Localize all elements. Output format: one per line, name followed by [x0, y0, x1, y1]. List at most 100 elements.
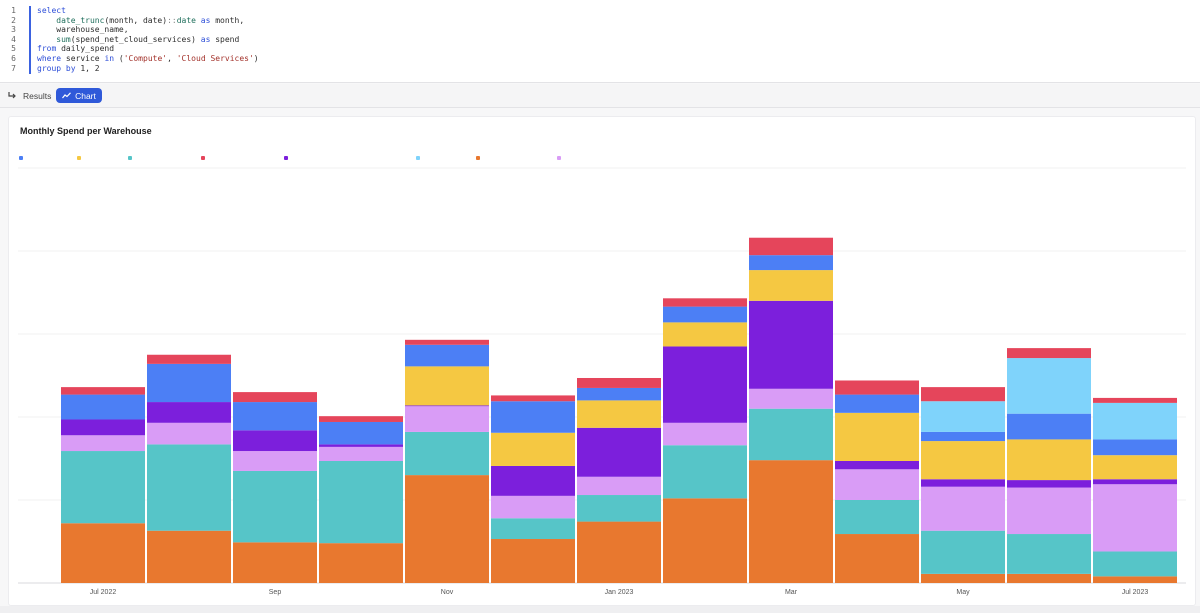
- bar-segment[interactable]: [491, 401, 575, 433]
- bar-segment[interactable]: [577, 387, 661, 401]
- bar-segment[interactable]: [1007, 573, 1091, 583]
- bar-segment[interactable]: [319, 460, 403, 544]
- bar-segment[interactable]: [61, 451, 145, 524]
- bar-segment[interactable]: [1007, 413, 1091, 440]
- bar-segment[interactable]: [663, 498, 747, 583]
- bar-segment[interactable]: [319, 446, 403, 461]
- bar-segment[interactable]: [921, 401, 1005, 432]
- legend-item[interactable]: [19, 154, 27, 162]
- bar-segment[interactable]: [491, 432, 575, 466]
- bar-segment[interactable]: [233, 470, 317, 543]
- bar-segment[interactable]: [405, 406, 489, 432]
- bar-segment[interactable]: [749, 300, 833, 389]
- bar-segment[interactable]: [233, 430, 317, 452]
- bar-segment[interactable]: [1093, 479, 1177, 485]
- bar-segment[interactable]: [835, 380, 919, 395]
- bar-segment[interactable]: [491, 539, 575, 583]
- bar-segment[interactable]: [577, 521, 661, 583]
- bar-segment[interactable]: [405, 339, 489, 345]
- bar-segment[interactable]: [147, 354, 231, 364]
- bar-segment[interactable]: [1007, 358, 1091, 414]
- bar-segment[interactable]: [61, 387, 145, 395]
- bar-segment[interactable]: [319, 421, 403, 445]
- bar-segment[interactable]: [61, 523, 145, 583]
- bar-segment[interactable]: [835, 412, 919, 461]
- legend-item[interactable]: [416, 154, 424, 162]
- legend-item[interactable]: [77, 154, 85, 162]
- bar-segment[interactable]: [921, 387, 1005, 402]
- bar-segment[interactable]: [921, 431, 1005, 442]
- bar-segment[interactable]: [405, 405, 489, 407]
- bar-segment[interactable]: [663, 322, 747, 347]
- bar-segment[interactable]: [835, 500, 919, 535]
- legend-item[interactable]: [557, 154, 565, 162]
- bar-segment[interactable]: [1093, 551, 1177, 577]
- bar-segment[interactable]: [319, 416, 403, 422]
- bar-segment[interactable]: [835, 469, 919, 500]
- bar-segment[interactable]: [921, 486, 1005, 531]
- bar-segment[interactable]: [1093, 455, 1177, 480]
- bar-segment[interactable]: [835, 534, 919, 583]
- sql-code[interactable]: select date_trunc(month, date)::date as …: [37, 6, 259, 73]
- bar-segment[interactable]: [147, 444, 231, 531]
- bar-segment[interactable]: [577, 400, 661, 428]
- bar-segment[interactable]: [835, 460, 919, 470]
- bar-segment[interactable]: [921, 441, 1005, 480]
- tab-chart[interactable]: Chart: [56, 88, 102, 103]
- bar-segment[interactable]: [749, 388, 833, 409]
- bar-segment[interactable]: [1007, 480, 1091, 488]
- bar-segment[interactable]: [1007, 487, 1091, 535]
- legend-item[interactable]: [128, 154, 136, 162]
- bar-segment[interactable]: [405, 344, 489, 367]
- bar-segment[interactable]: [1093, 397, 1177, 403]
- bar-segment[interactable]: [491, 518, 575, 540]
- bar-segment[interactable]: [577, 476, 661, 496]
- bar-segment[interactable]: [749, 255, 833, 271]
- bar-segment[interactable]: [147, 422, 231, 445]
- bar-segment[interactable]: [921, 530, 1005, 574]
- bar-segment[interactable]: [663, 298, 747, 307]
- bar-segment[interactable]: [61, 394, 145, 420]
- bar-segment[interactable]: [61, 419, 145, 436]
- bar-segment[interactable]: [319, 543, 403, 583]
- bar-segment[interactable]: [233, 392, 317, 403]
- bar-segment[interactable]: [663, 445, 747, 499]
- bar-segment[interactable]: [491, 465, 575, 496]
- bar-segment[interactable]: [663, 306, 747, 323]
- legend-item[interactable]: [201, 154, 209, 162]
- bar-segment[interactable]: [749, 408, 833, 461]
- legend-item[interactable]: [476, 154, 484, 162]
- bar-segment[interactable]: [147, 363, 231, 403]
- bar-segment[interactable]: [663, 346, 747, 423]
- bar-segment[interactable]: [577, 377, 661, 388]
- bar-segment[interactable]: [1007, 439, 1091, 481]
- bar-segment[interactable]: [491, 495, 575, 519]
- bar-segment[interactable]: [147, 402, 231, 423]
- bar-segment[interactable]: [749, 270, 833, 301]
- bar-segment[interactable]: [921, 573, 1005, 583]
- bar-segment[interactable]: [1093, 576, 1177, 583]
- bar-segment[interactable]: [405, 431, 489, 476]
- bar-segment[interactable]: [233, 542, 317, 583]
- bar-segment[interactable]: [1093, 484, 1177, 552]
- bar-segment[interactable]: [405, 366, 489, 406]
- bar-segment[interactable]: [147, 530, 231, 583]
- bar-segment[interactable]: [921, 479, 1005, 487]
- bar-segment[interactable]: [1007, 348, 1091, 359]
- legend-item[interactable]: [284, 154, 292, 162]
- bar-segment[interactable]: [749, 460, 833, 583]
- tab-results[interactable]: Results: [8, 89, 51, 103]
- bar-segment[interactable]: [233, 451, 317, 471]
- bar-segment[interactable]: [233, 402, 317, 431]
- bar-segment[interactable]: [1093, 402, 1177, 440]
- bar-segment[interactable]: [749, 237, 833, 256]
- bar-segment[interactable]: [491, 395, 575, 402]
- bar-segment[interactable]: [405, 475, 489, 583]
- bar-segment[interactable]: [663, 422, 747, 446]
- bar-segment[interactable]: [577, 427, 661, 477]
- bar-segment[interactable]: [319, 444, 403, 447]
- bar-segment[interactable]: [1093, 439, 1177, 456]
- bar-segment[interactable]: [1007, 534, 1091, 574]
- bar-segment[interactable]: [61, 435, 145, 452]
